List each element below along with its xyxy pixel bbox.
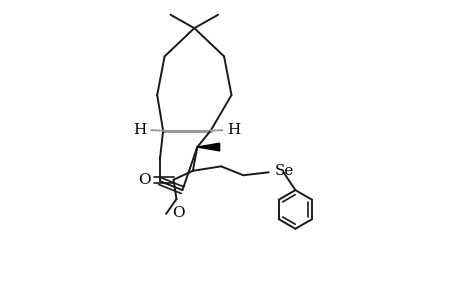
Text: O: O: [171, 206, 184, 220]
Polygon shape: [197, 143, 219, 151]
Text: H: H: [227, 123, 240, 137]
Text: Se: Se: [274, 164, 294, 178]
Text: O: O: [138, 173, 150, 187]
Text: H: H: [133, 123, 146, 137]
